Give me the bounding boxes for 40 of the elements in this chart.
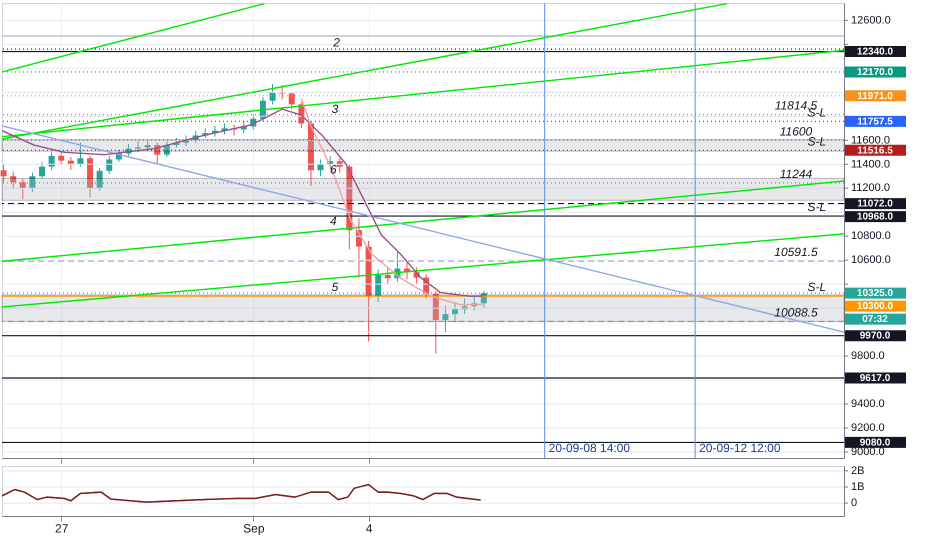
ref-line-label: 9080.0 <box>860 437 891 448</box>
y-tick-label: 10800.0 <box>851 230 891 242</box>
y-tick-label: 11400.0 <box>851 158 890 170</box>
y-tick-label: 0 <box>851 497 858 510</box>
ref-line-label: 9970.0 <box>860 330 891 342</box>
ref-line-label: 12170.0 <box>856 66 894 78</box>
annotation: 4 <box>330 214 338 228</box>
ref-line-label: 11516.5 <box>857 145 894 156</box>
annotation: 10088.5 <box>774 306 818 320</box>
y-tick-label: 9800.0 <box>851 350 885 362</box>
y-tick-label: 9000.0 <box>851 446 885 458</box>
annotation: 3 <box>332 102 339 116</box>
ref-line-label: 12340.0 <box>856 46 894 58</box>
ref-line-label: 11072.0 <box>857 198 894 210</box>
ref-line-label: 10300.0 <box>856 301 894 312</box>
x-tick-label: Sep <box>243 522 265 536</box>
y-tick-label: 10600.0 <box>851 254 891 266</box>
ref-line-label: 20-09-08 14:00 <box>548 441 630 455</box>
y-tick-label: 12600.0 <box>851 14 891 26</box>
annotation: 6 <box>330 162 338 176</box>
annotation: 5 <box>332 280 339 294</box>
y-tick-label: 11600.0 <box>851 134 890 146</box>
y-tick-label: 9400.0 <box>851 398 885 410</box>
y-tick-label: 1B <box>851 480 864 493</box>
ref-line-label: 11971.0 <box>857 90 894 102</box>
annotation: S-L <box>807 280 826 294</box>
annotation: 10591.5 <box>774 245 818 260</box>
ref-line-label: 11757.5 <box>857 116 894 128</box>
y-tick-label: 9200.0 <box>851 422 885 434</box>
ref-line-label: 20-09-12 12:00 <box>699 441 781 455</box>
x-tick-label: 27 <box>55 522 69 536</box>
y-tick-label: 2B <box>851 464 864 477</box>
annotation: 11244 <box>780 166 813 181</box>
y-tick-label: 11200.0 <box>851 182 890 194</box>
ref-line-label: 10968.0 <box>856 212 894 223</box>
text: 07:32 <box>862 314 888 326</box>
ref-line-label: 9617.0 <box>860 373 891 384</box>
x-tick-label: 4 <box>366 522 373 536</box>
ref-line-label: 10325.0 <box>856 288 894 300</box>
annotation: 2 <box>332 36 340 50</box>
